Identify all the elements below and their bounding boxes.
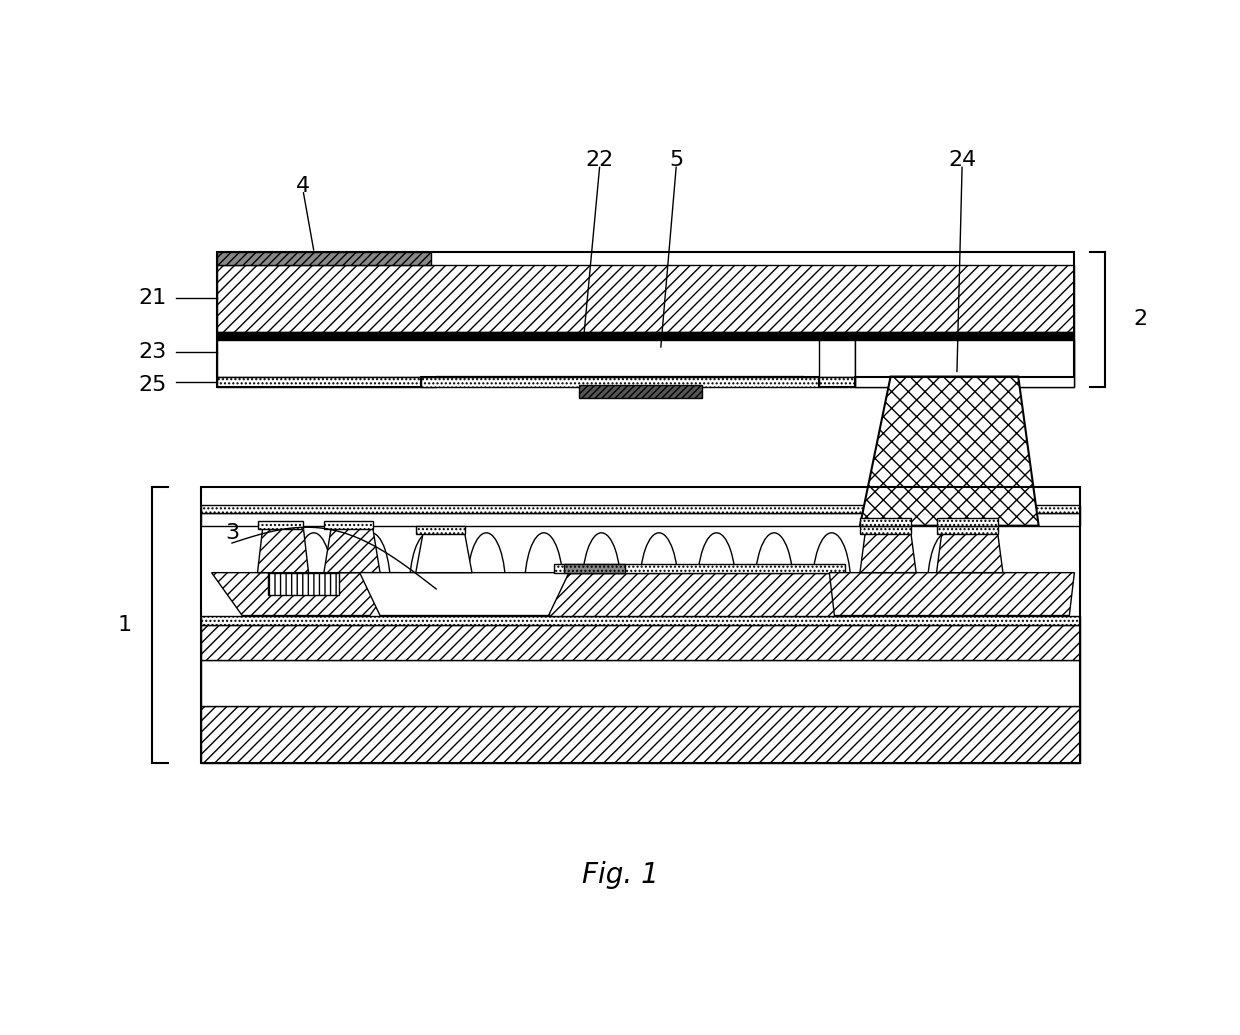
Bar <box>854 377 1074 387</box>
Ellipse shape <box>755 533 794 645</box>
Polygon shape <box>324 529 379 572</box>
Ellipse shape <box>812 533 851 645</box>
Polygon shape <box>415 534 472 572</box>
Polygon shape <box>420 377 820 387</box>
Bar <box>936 526 998 534</box>
Bar <box>553 564 844 572</box>
Polygon shape <box>830 572 1074 616</box>
Ellipse shape <box>582 533 621 645</box>
Ellipse shape <box>467 533 506 645</box>
Bar <box>579 385 702 398</box>
Bar <box>564 564 625 572</box>
Ellipse shape <box>352 533 391 645</box>
Polygon shape <box>212 572 401 616</box>
Polygon shape <box>258 529 309 572</box>
Bar <box>217 331 1074 339</box>
Ellipse shape <box>525 533 563 645</box>
Ellipse shape <box>294 533 334 645</box>
Text: 1: 1 <box>118 615 131 634</box>
Bar <box>217 377 436 387</box>
Ellipse shape <box>869 533 909 645</box>
Bar <box>201 660 1080 707</box>
Bar <box>201 616 1080 625</box>
Bar <box>324 521 373 529</box>
Bar <box>820 377 854 387</box>
Bar <box>548 572 844 616</box>
Bar <box>201 513 1080 526</box>
Text: 5: 5 <box>670 150 683 170</box>
Ellipse shape <box>409 533 448 645</box>
Text: 22: 22 <box>585 150 614 170</box>
Polygon shape <box>360 572 569 616</box>
Bar <box>201 625 1080 660</box>
Bar <box>268 572 340 595</box>
Bar <box>936 518 998 526</box>
Bar <box>258 521 304 529</box>
Bar <box>201 505 1080 513</box>
Text: 2: 2 <box>1133 309 1148 329</box>
Text: 21: 21 <box>138 288 166 308</box>
Bar <box>217 252 432 265</box>
Text: 24: 24 <box>947 150 976 170</box>
Polygon shape <box>936 534 1003 572</box>
Bar <box>415 526 465 534</box>
Text: 25: 25 <box>138 375 166 394</box>
Bar <box>217 339 1074 377</box>
Ellipse shape <box>928 533 966 645</box>
Bar <box>861 526 911 534</box>
Bar <box>820 339 854 377</box>
Bar <box>854 339 1074 387</box>
Text: 3: 3 <box>224 523 239 542</box>
Text: 4: 4 <box>296 176 310 196</box>
Bar <box>217 265 1074 331</box>
Ellipse shape <box>640 533 678 645</box>
Text: 23: 23 <box>138 343 166 362</box>
Polygon shape <box>861 377 1039 526</box>
Ellipse shape <box>697 533 737 645</box>
Bar <box>861 518 911 526</box>
Text: Fig. 1: Fig. 1 <box>582 861 658 889</box>
Bar <box>420 377 820 387</box>
Polygon shape <box>861 534 916 572</box>
Bar <box>201 707 1080 763</box>
